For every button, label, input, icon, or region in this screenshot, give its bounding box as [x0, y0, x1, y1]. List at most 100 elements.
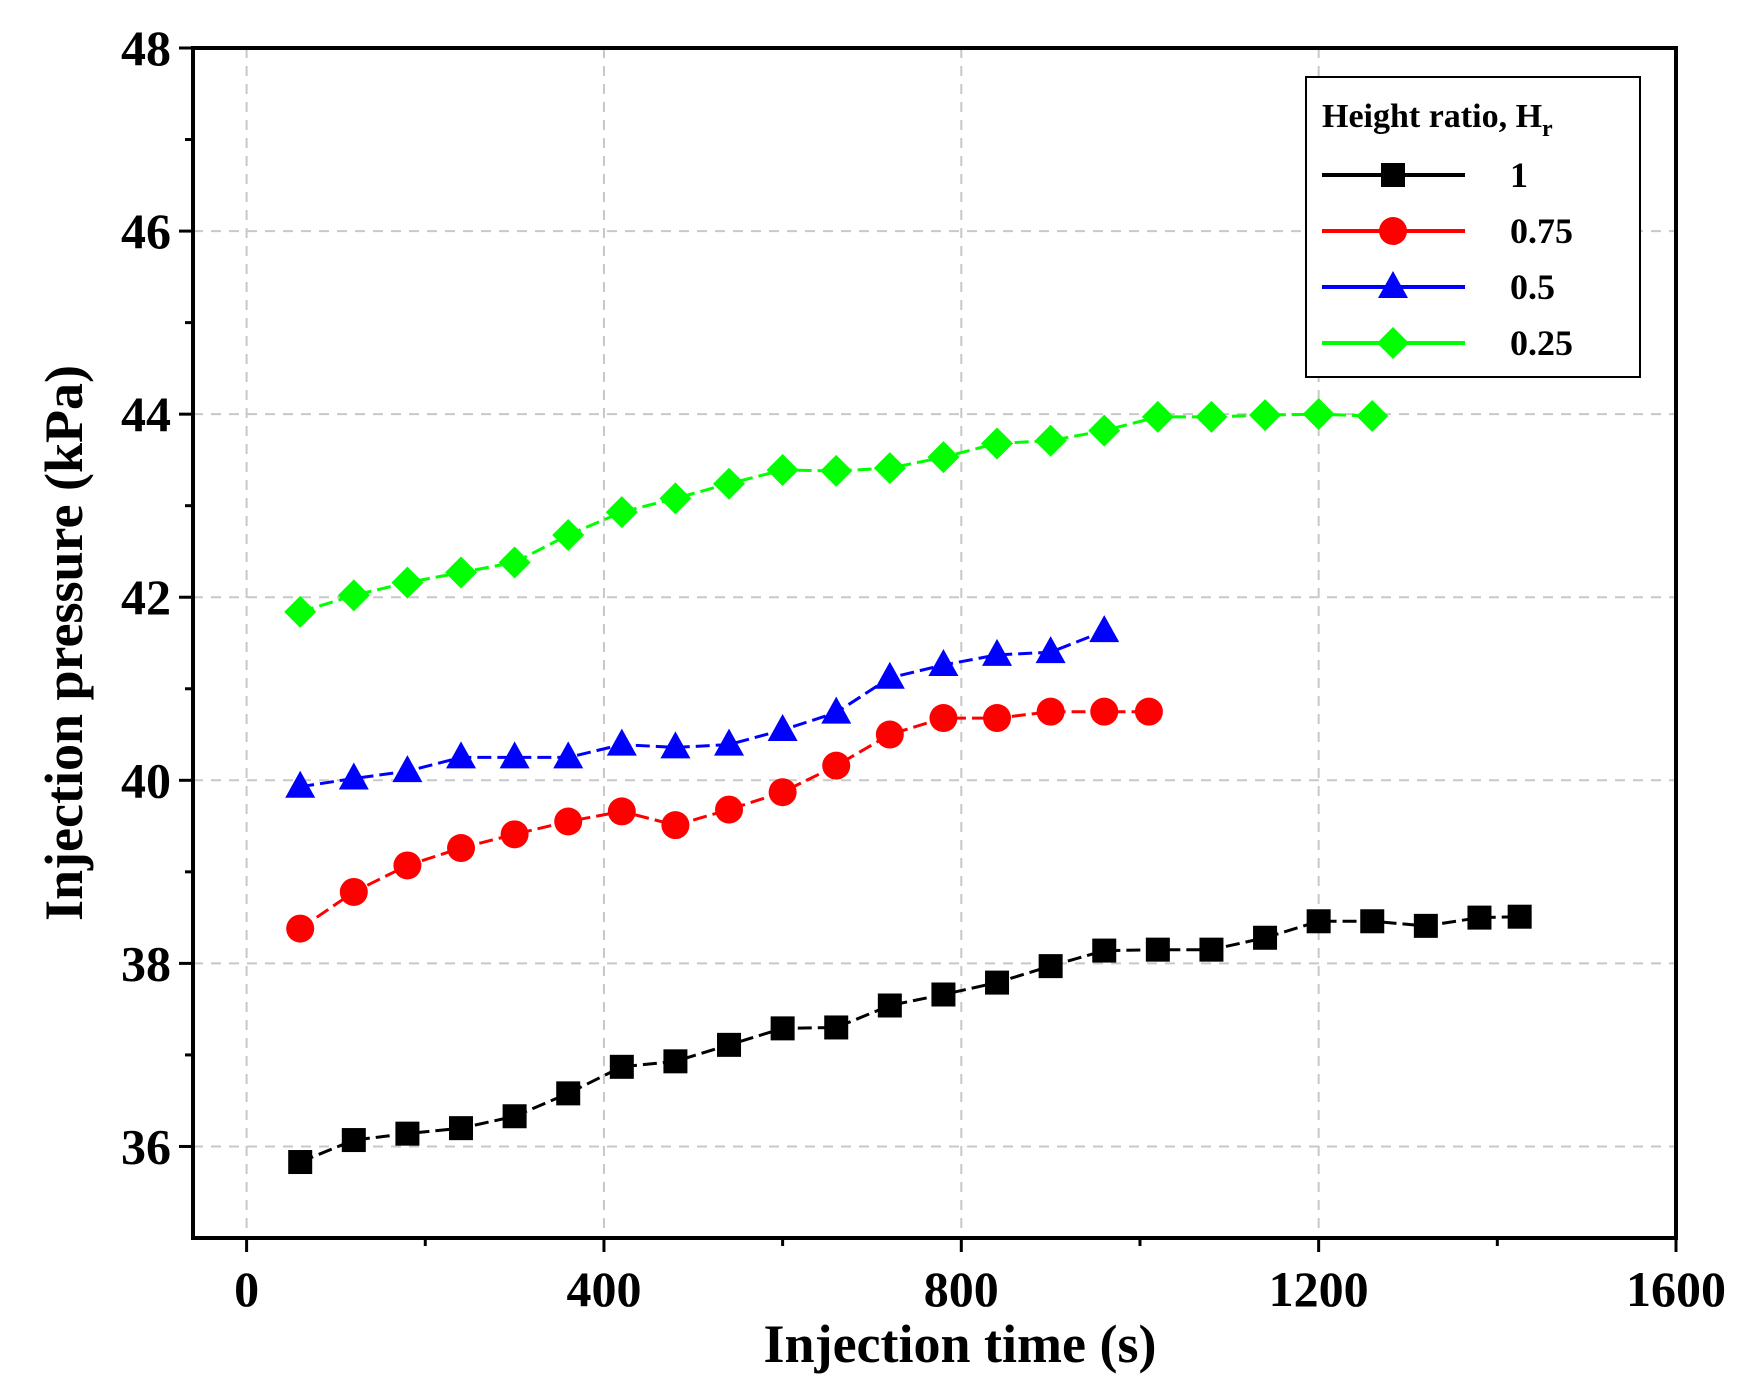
data-point — [981, 427, 1014, 460]
data-point — [609, 1054, 634, 1079]
data-point — [338, 762, 369, 790]
series-2 — [285, 615, 1120, 798]
data-point — [445, 556, 478, 589]
data-point — [768, 778, 797, 807]
legend-label: 0.25 — [1510, 323, 1573, 363]
data-point — [659, 482, 692, 515]
data-point — [714, 728, 745, 756]
data-point — [339, 877, 368, 906]
y-tick-label: 46 — [121, 203, 171, 259]
y-tick-label: 36 — [121, 1118, 171, 1174]
legend-label: 0.75 — [1510, 211, 1573, 251]
data-point — [982, 638, 1013, 666]
data-point — [1507, 904, 1532, 929]
data-point — [288, 1150, 313, 1175]
legend-marker — [1377, 327, 1409, 359]
legend-title-main: Height ratio, H — [1322, 98, 1542, 135]
data-point — [927, 441, 960, 474]
data-point — [393, 851, 422, 880]
data-point — [552, 518, 585, 551]
data-point — [1145, 937, 1170, 962]
ticks — [179, 46, 1678, 1252]
data-point — [877, 993, 902, 1018]
x-tick-label: 800 — [924, 1261, 999, 1317]
data-point — [1360, 909, 1385, 934]
legend: Height ratio, Hr 1 0.75 0.5 0.25 — [1305, 76, 1641, 378]
series-line — [299, 412, 1373, 614]
data-point — [498, 546, 531, 579]
data-point — [713, 467, 746, 500]
data-point — [767, 713, 798, 741]
data-point — [395, 1121, 420, 1146]
x-tick-label: 1600 — [1626, 1261, 1726, 1317]
y-axis-title: Injection pressure (kPa) — [34, 365, 94, 921]
data-point — [447, 834, 476, 863]
plot-frame — [191, 46, 1678, 1240]
data-point — [607, 797, 636, 826]
data-point — [391, 566, 424, 599]
data-point — [1141, 400, 1174, 433]
data-point — [1413, 913, 1438, 938]
data-point — [499, 741, 530, 769]
data-point — [1089, 615, 1120, 643]
data-point — [1199, 937, 1224, 962]
series-line — [299, 915, 1520, 1164]
x-axis-title: Injection time (s) — [764, 1314, 1157, 1374]
data-point — [929, 704, 958, 733]
data-point — [875, 720, 904, 749]
data-point — [446, 741, 477, 769]
data-point — [717, 1032, 742, 1057]
data-point — [337, 579, 370, 612]
y-tick-label: 40 — [121, 752, 171, 808]
data-point — [605, 496, 638, 529]
data-point — [1356, 399, 1389, 432]
data-point — [931, 982, 956, 1007]
data-point — [449, 1116, 474, 1141]
data-point — [1088, 414, 1121, 447]
data-point — [1467, 905, 1492, 930]
data-point — [1134, 697, 1163, 726]
data-point — [873, 452, 906, 485]
data-point — [1253, 925, 1278, 950]
tick-labels: 0 400 800 1200 1600 36 38 40 42 44 46 48 — [121, 20, 1726, 1317]
data-point — [1249, 399, 1282, 432]
data-point — [556, 1081, 581, 1106]
x-tick-label: 400 — [566, 1261, 641, 1317]
series-0 — [288, 904, 1532, 1175]
data-point — [284, 595, 317, 628]
data-point — [392, 755, 423, 783]
data-point — [661, 811, 690, 840]
data-point — [820, 454, 853, 487]
legend-entries: 1 0.75 0.5 0.25 — [1322, 155, 1573, 363]
data-point — [500, 820, 529, 849]
y-tick-label: 38 — [121, 935, 171, 991]
data-point — [286, 914, 315, 943]
data-point — [1035, 636, 1066, 664]
data-point — [1036, 697, 1065, 726]
series-3 — [284, 398, 1389, 628]
data-point — [770, 1016, 795, 1041]
data-point — [606, 728, 637, 756]
legend-marker — [1379, 217, 1407, 245]
data-point — [1092, 938, 1117, 963]
data-point — [1306, 909, 1331, 934]
series-line — [299, 710, 1149, 930]
data-point — [1302, 398, 1335, 431]
data-point — [660, 731, 691, 759]
y-tick-label: 44 — [121, 386, 171, 442]
data-point — [985, 970, 1010, 995]
data-point — [821, 696, 852, 724]
legend-label: 0.5 — [1510, 267, 1555, 307]
series-1 — [286, 697, 1163, 943]
data-point — [1034, 424, 1067, 457]
data-point — [928, 648, 959, 676]
legend-title: Height ratio, Hr — [1322, 98, 1553, 142]
data-point — [285, 770, 316, 798]
data-point — [553, 741, 584, 769]
data-point — [554, 807, 583, 836]
data-point — [502, 1104, 527, 1129]
data-point — [822, 751, 851, 780]
legend-title-sub: r — [1542, 116, 1553, 142]
data-point — [1195, 400, 1228, 433]
data-point — [341, 1128, 366, 1153]
